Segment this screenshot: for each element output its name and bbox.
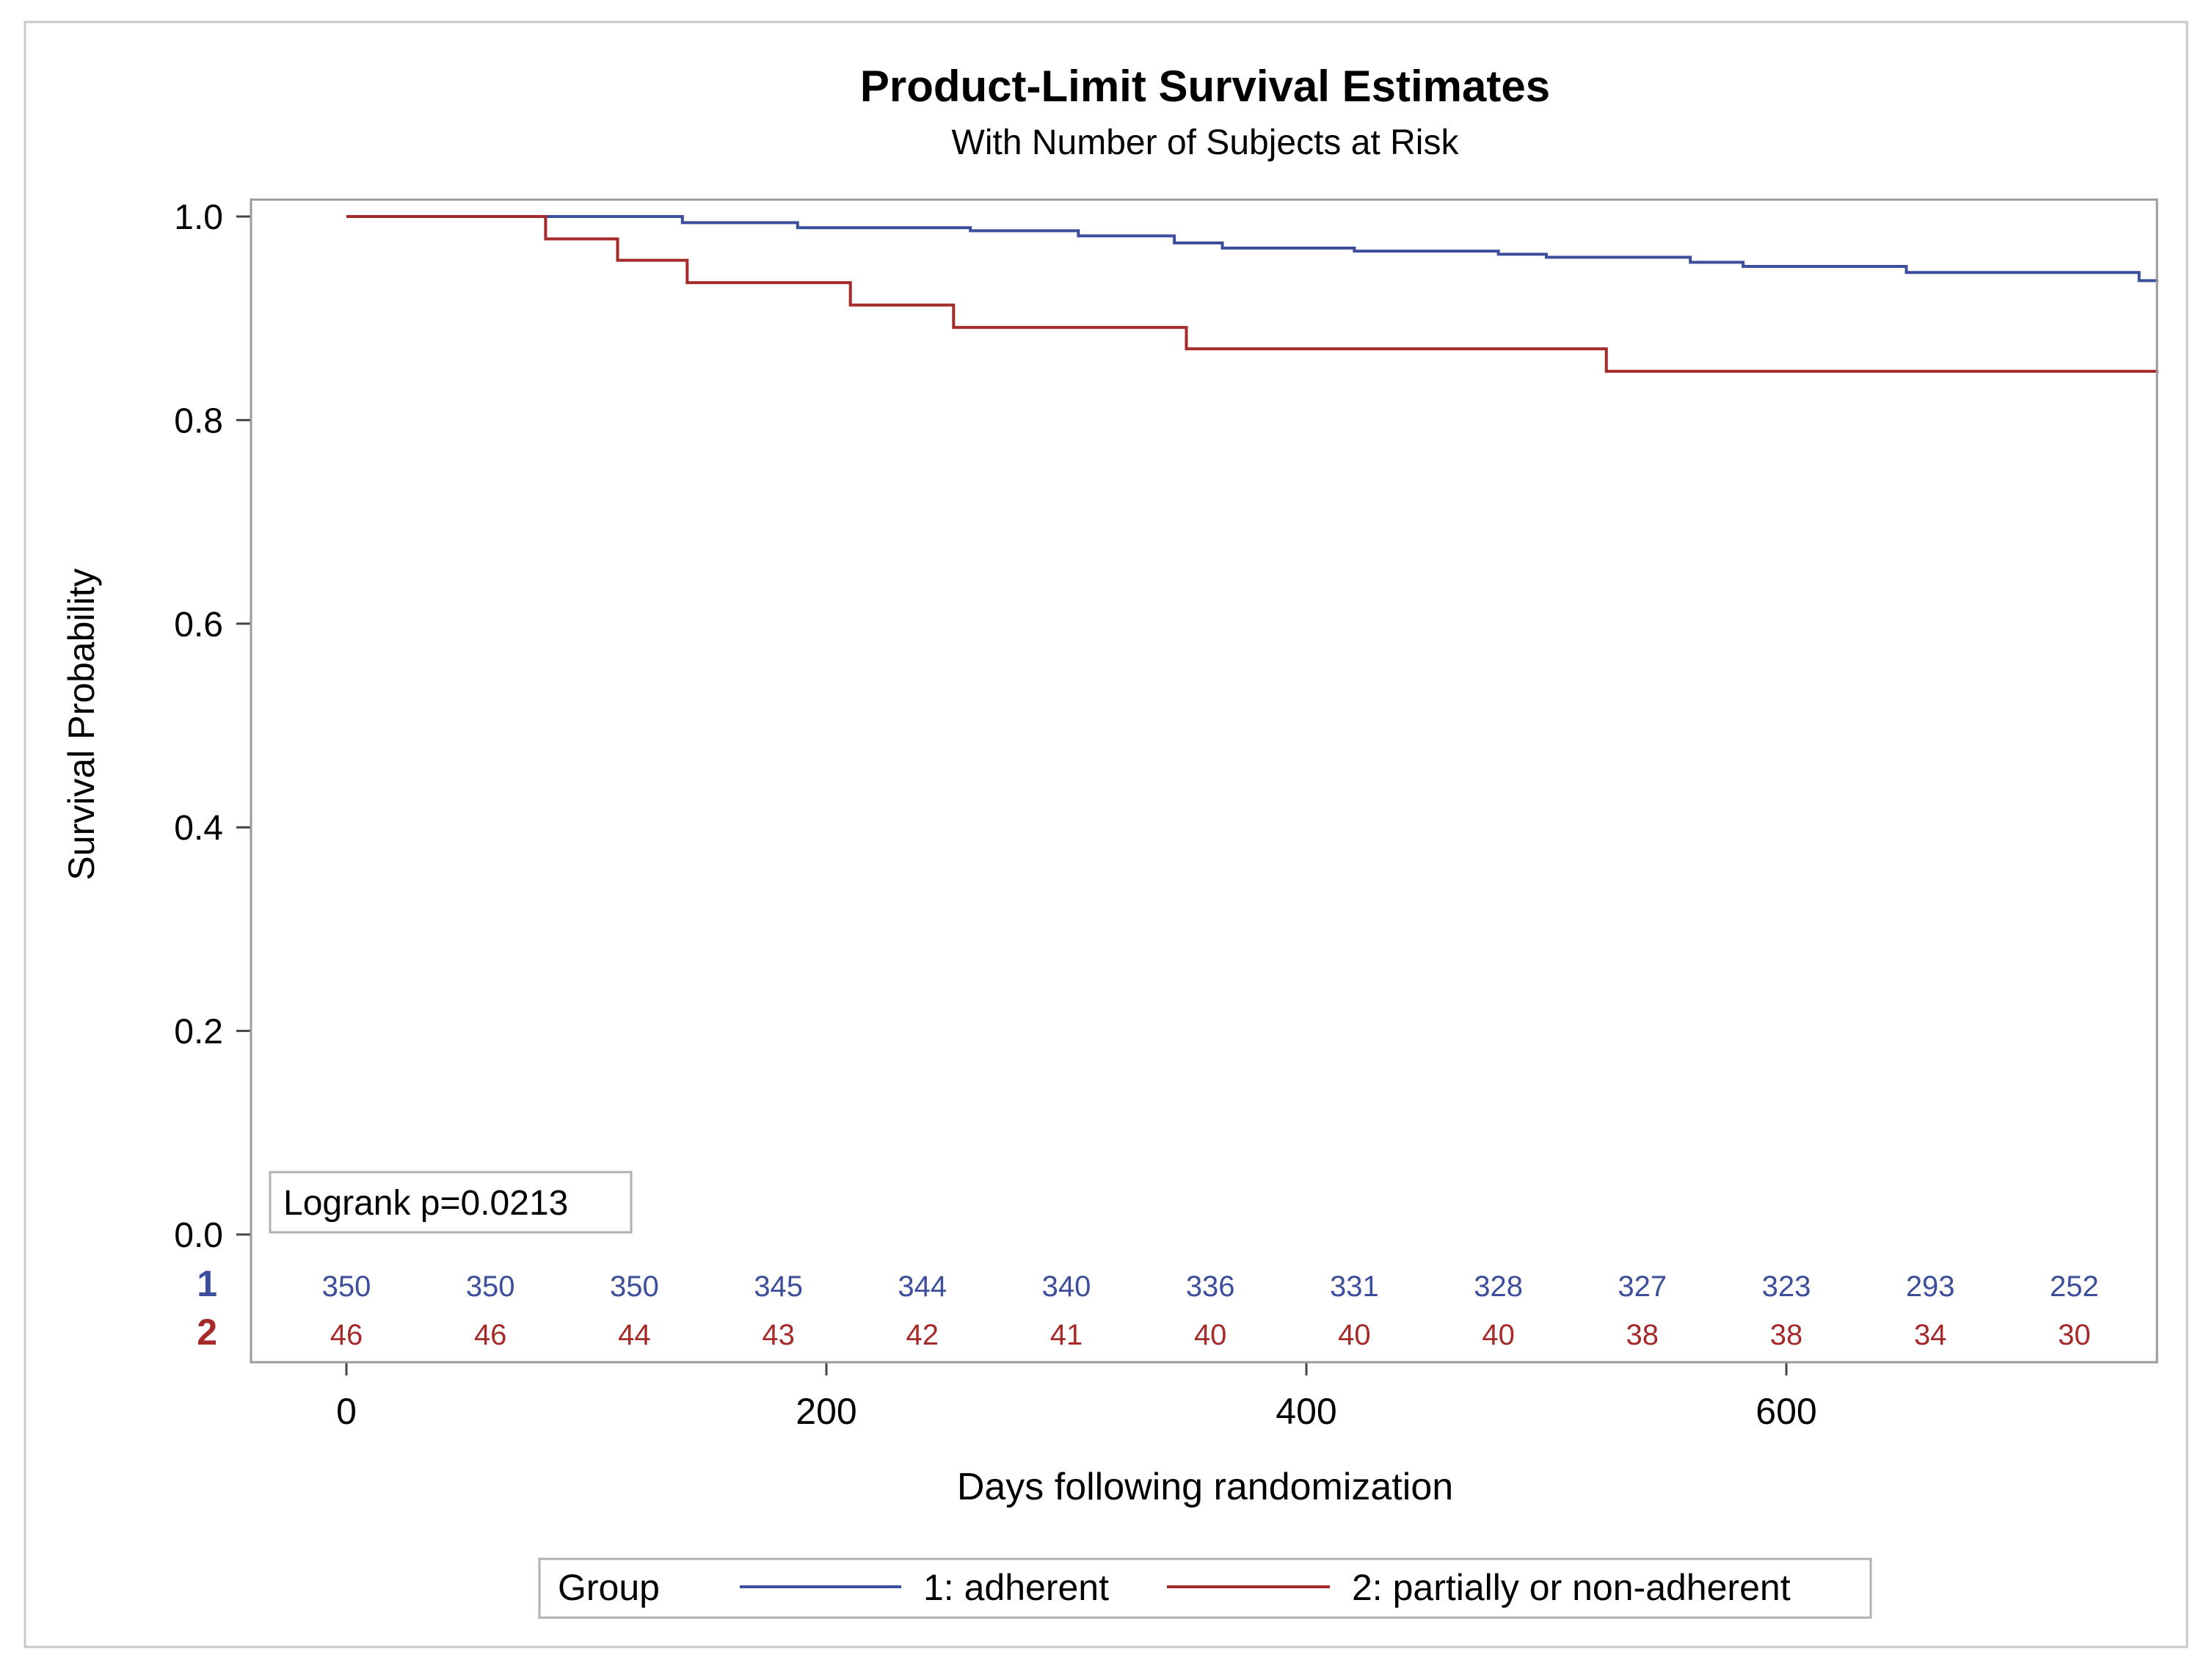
y-tick-label: 0.4 [174, 809, 223, 848]
x-tick-label: 600 [1756, 1391, 1816, 1432]
at-risk-value: 44 [618, 1319, 651, 1351]
x-tick-label: 400 [1276, 1391, 1336, 1432]
y-tick-label: 0.6 [174, 606, 223, 644]
y-tick-label: 0.0 [174, 1216, 223, 1255]
at-risk-table: 1 350 350 350 345 344 340 336 331 328 327 323 293 252… [197, 1263, 2099, 1353]
at-risk-value: 40 [1338, 1319, 1371, 1351]
at-risk-value: 350 [322, 1270, 371, 1303]
at-risk-value: 331 [1330, 1270, 1379, 1303]
x-axis: 0 200 400 600 [336, 1362, 1817, 1432]
plot-frame [250, 198, 2158, 1364]
legend-label-non-adherent: 2: partially or non-adherent [1352, 1567, 1791, 1608]
chart-subtitle: With Number of Subjects at Risk [952, 123, 1460, 162]
at-risk-value: 323 [1762, 1270, 1811, 1303]
at-risk-row-label: 1 [197, 1263, 217, 1304]
x-tick-label: 200 [796, 1391, 856, 1432]
logrank-box [269, 1171, 633, 1234]
at-risk-value: 340 [1042, 1270, 1091, 1303]
at-risk-value: 345 [754, 1270, 803, 1303]
at-risk-value: 41 [1050, 1319, 1083, 1351]
survival-curve-group-2 [346, 215, 2158, 373]
at-risk-value: 38 [1770, 1319, 1803, 1351]
at-risk-value: 38 [1626, 1319, 1659, 1351]
legend: Group 1: adherent 2: partially or non-ad… [538, 1557, 1872, 1619]
at-risk-value: 328 [1474, 1270, 1523, 1303]
at-risk-value: 40 [1194, 1319, 1227, 1351]
y-axis-label: Survival Probability [61, 568, 102, 880]
survival-curves [346, 215, 2158, 373]
at-risk-value: 252 [2050, 1270, 2099, 1303]
at-risk-row-label: 2 [197, 1312, 217, 1353]
at-risk-value: 30 [2058, 1319, 2091, 1351]
y-axis: 0.0 0.2 0.4 0.6 0.8 1.0 [174, 198, 251, 1255]
at-risk-value: 46 [474, 1319, 507, 1351]
logrank-annotation: Logrank p=0.0213 [269, 1171, 633, 1234]
survival-curve-group-1 [346, 215, 2158, 283]
y-tick-label: 1.0 [174, 198, 223, 237]
x-tick-label: 0 [336, 1391, 357, 1432]
at-risk-value: 344 [898, 1270, 947, 1303]
at-risk-value: 350 [466, 1270, 515, 1303]
at-risk-value: 46 [330, 1319, 363, 1351]
at-risk-value: 350 [610, 1270, 659, 1303]
logrank-text: Logrank p=0.0213 [283, 1184, 568, 1223]
legend-title: Group [558, 1567, 660, 1608]
at-risk-value: 42 [906, 1319, 939, 1351]
at-risk-value: 40 [1482, 1319, 1515, 1351]
at-risk-value: 43 [762, 1319, 795, 1351]
y-tick-label: 0.8 [174, 401, 223, 440]
y-tick-label: 0.2 [174, 1013, 223, 1052]
at-risk-value: 336 [1186, 1270, 1235, 1303]
outer-frame [23, 21, 2189, 1648]
at-risk-value: 34 [1914, 1319, 1947, 1351]
at-risk-value: 293 [1906, 1270, 1955, 1303]
chart-title: Product-Limit Survival Estimates [860, 62, 1550, 111]
x-axis-label: Days following randomization [957, 1466, 1453, 1508]
at-risk-value: 327 [1618, 1270, 1667, 1303]
legend-label-adherent: 1: adherent [923, 1567, 1109, 1608]
